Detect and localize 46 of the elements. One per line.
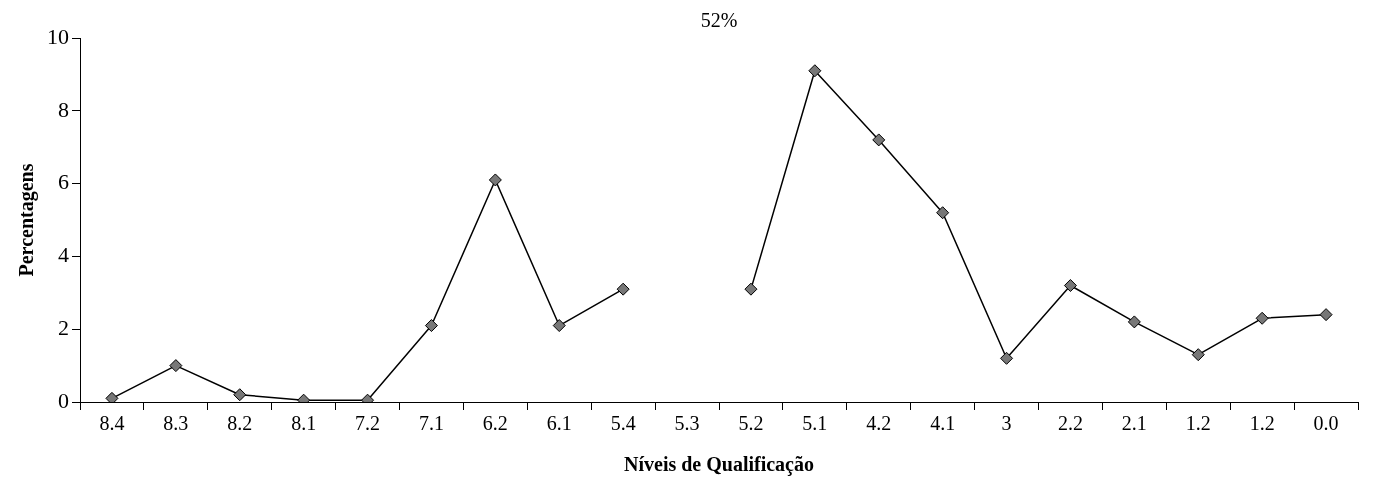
- point: [1000, 351, 1014, 365]
- x-tick-label: 8.2: [227, 412, 253, 435]
- point: [744, 282, 758, 296]
- x-tick-label: 7.1: [418, 412, 444, 435]
- x-tick-label: 7.2: [355, 412, 381, 435]
- x-tick-label: 5.2: [738, 412, 764, 435]
- x-tick-label: 1.2: [1185, 412, 1211, 435]
- x-tick-label: 8.1: [291, 412, 317, 435]
- point: [1127, 315, 1141, 329]
- text: 52%: [700, 9, 738, 32]
- x-tick-label: 2.1: [1121, 412, 1147, 435]
- y-tick-label: 4: [58, 242, 69, 268]
- y-tick-label: 8: [58, 96, 69, 122]
- y-tick-label: 2: [58, 314, 69, 340]
- x-tick-label: 0.0: [1313, 412, 1339, 435]
- x-tick-label: 8.4: [99, 412, 125, 435]
- point: [1255, 311, 1269, 325]
- y-tick-label: 10: [47, 23, 69, 49]
- point: [808, 64, 822, 78]
- x-tick-label: 6.2: [482, 412, 508, 435]
- x-tick-label: 4.2: [866, 412, 892, 435]
- point: [1191, 348, 1205, 362]
- point: [552, 319, 566, 333]
- x-tick-label: 5.3: [674, 412, 700, 435]
- point: [424, 319, 438, 333]
- point: [616, 282, 630, 296]
- x-tick-label: 5.1: [802, 412, 828, 435]
- y-tick-label: 0: [58, 387, 69, 413]
- point: [1063, 279, 1077, 293]
- y-tick-label: 6: [58, 169, 69, 195]
- point: [233, 388, 247, 402]
- point: [105, 391, 119, 402]
- x-axis-title: Níveis de Qualificação: [624, 453, 814, 477]
- x-tick-label: 3: [1001, 412, 1012, 435]
- x-tick-label: 2.2: [1057, 412, 1083, 435]
- point: [872, 133, 886, 147]
- x-tick-label: 4.1: [930, 412, 956, 435]
- x-tick-label: 1.2: [1249, 412, 1275, 435]
- point: [169, 359, 183, 373]
- x-tick-label: 6.1: [546, 412, 572, 435]
- y-axis-title: Percentagens: [15, 163, 39, 277]
- point: [936, 206, 950, 220]
- point: [1319, 308, 1333, 322]
- x-tick-label: 8.3: [163, 412, 189, 435]
- point: [488, 173, 502, 187]
- x-tick-label: 5.4: [610, 412, 636, 435]
